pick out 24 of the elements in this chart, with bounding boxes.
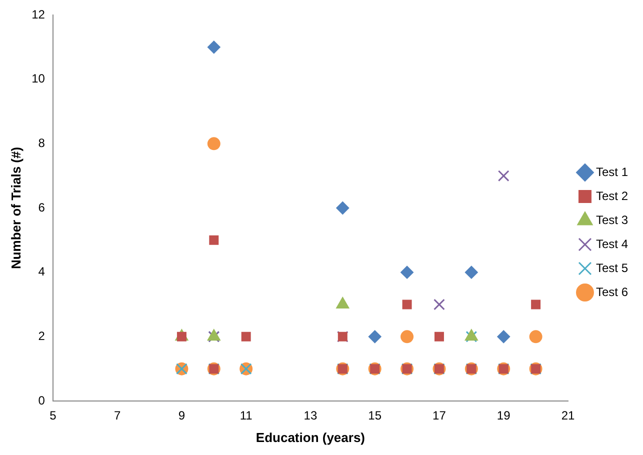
y-tick-label: 2 bbox=[38, 328, 46, 343]
legend-label: Test 1 bbox=[596, 164, 628, 179]
x-tick-label: 21 bbox=[561, 408, 575, 423]
x-tick-label: 9 bbox=[178, 408, 186, 423]
legend-label: Test 5 bbox=[596, 260, 628, 275]
y-tick-label: 0 bbox=[38, 393, 46, 408]
x-tick-label: 13 bbox=[304, 408, 318, 423]
x-axis-title: Education (years) bbox=[256, 430, 366, 445]
legend-label: Test 3 bbox=[596, 212, 628, 227]
x-tick-label: 11 bbox=[240, 408, 253, 423]
x-tick-label: 7 bbox=[114, 408, 121, 423]
x-tick-label: 15 bbox=[368, 408, 382, 423]
y-tick-label: 6 bbox=[38, 200, 46, 214]
y-tick-label: 8 bbox=[38, 136, 46, 150]
y-tick-label: 10 bbox=[32, 72, 46, 86]
y-tick-label: 4 bbox=[38, 264, 46, 279]
legend-label: Test 2 bbox=[596, 188, 628, 203]
y-axis-title: Number of Trials (#) bbox=[8, 146, 24, 270]
legend-label: Test 6 bbox=[596, 284, 628, 299]
y-tick-label: 12 bbox=[32, 7, 46, 22]
x-tick-label: 17 bbox=[432, 408, 446, 423]
x-tick-label: 19 bbox=[496, 408, 511, 423]
legend-label: Test 4 bbox=[596, 236, 628, 251]
x-tick-label: 5 bbox=[50, 408, 57, 423]
